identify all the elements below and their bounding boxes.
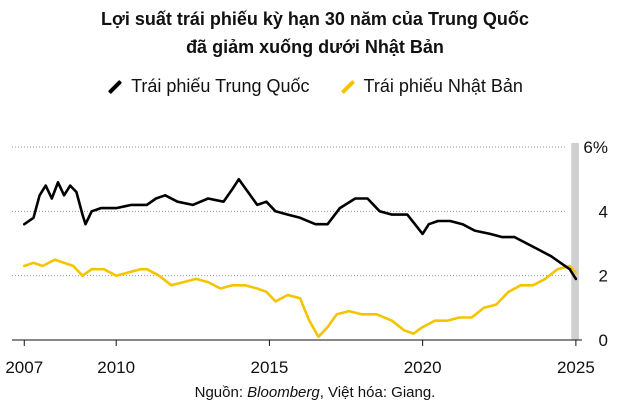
source-prefix: Nguồn: [194,384,248,401]
legend-item-japan: Trái phiếu Nhật Bản [340,76,523,97]
source-suffix: , Việt hóa: Giang. [319,384,436,401]
legend-item-china: Trái phiếu Trung Quốc [107,76,310,97]
series-line-japan [22,258,578,339]
chart-title-line1: Lợi suất trái phiếu kỳ hạn 30 năm của Tr… [101,9,529,29]
legend-label-japan: Trái phiếu Nhật Bản [363,76,523,96]
series-line-china [22,177,578,281]
y-tick-label: 4 [599,202,608,221]
chart-title-line2: đã giảm xuống dưới Nhật Bản [186,37,444,57]
x-tick-label: 2015 [251,358,289,377]
x-tick-label: 2020 [404,358,442,377]
highlight-band [571,143,579,340]
x-tick-label: 2010 [97,358,135,377]
legend: Trái phiếu Trung Quốc Trái phiếu Nhật Bả… [0,76,630,97]
x-tick-label: 2007 [5,358,43,377]
y-tick-label: 6% [583,138,608,157]
source-name: Bloomberg [247,384,320,401]
y-tick-label: 2 [599,267,608,286]
y-tick-label: 0 [599,331,608,350]
legend-label-china: Trái phiếu Trung Quốc [131,76,310,96]
source-note: Nguồn: Bloomberg, Việt hóa: Giang. [0,384,630,401]
x-tick-label: 2025 [557,358,595,377]
